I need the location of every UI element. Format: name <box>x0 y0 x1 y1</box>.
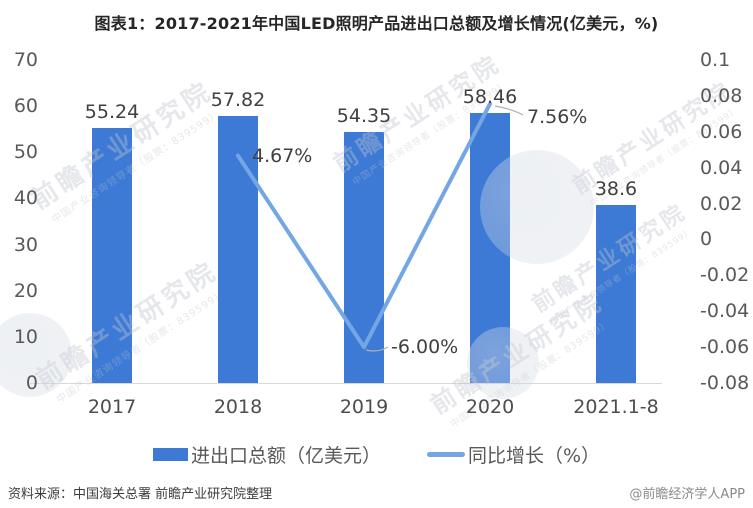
line-value-label: 7.56% <box>527 106 588 128</box>
y-axis-left-tick: 20 <box>13 279 38 302</box>
bar-value-label: 54.35 <box>336 105 392 128</box>
legend-label-bars: 进出口总额（亿美元） <box>190 445 381 467</box>
credit-text: @前瞻经济学人APP <box>629 487 745 502</box>
line-value-label: 4.67% <box>252 145 313 167</box>
y-axis-right-tick: 0 <box>700 228 713 251</box>
bar-value-label: 57.82 <box>210 89 266 112</box>
legend-item-bars: 进出口总额（亿美元） <box>152 441 381 468</box>
legend: 进出口总额（亿美元） 同比增长（%） <box>0 441 753 468</box>
chart-title: 图表1：2017-2021年中国LED照明产品进出口总额及增长情况(亿美元，%) <box>94 14 659 33</box>
bar <box>470 113 510 383</box>
x-axis-label: 2021.1-8 <box>573 396 659 418</box>
bar <box>596 204 636 383</box>
y-axis-right-tick: -0.04 <box>700 300 750 323</box>
y-axis-right-tick: -0.02 <box>700 264 750 287</box>
x-axis-label: 2018 <box>213 396 263 418</box>
y-axis-right-tick: 0.1 <box>700 49 731 71</box>
y-axis-right-tick: 0.02 <box>700 192 743 215</box>
x-axis-label: 2017 <box>87 396 137 418</box>
y-axis-left-tick: 50 <box>13 141 38 164</box>
x-axis-label: 2020 <box>465 396 515 418</box>
y-axis-right-tick: 0.06 <box>700 120 743 143</box>
bar <box>92 128 132 383</box>
watermark-sub-text: 中国产业咨询领导者（股票：839599） <box>55 288 228 406</box>
bar-series-swatch <box>152 448 188 461</box>
x-axis-label: 2019 <box>339 396 389 418</box>
bar <box>344 132 384 383</box>
y-axis-left-tick: 70 <box>13 49 38 71</box>
line-value-label: -6.00% <box>391 336 459 358</box>
y-axis-left-tick: 40 <box>13 187 38 210</box>
source-text: 资料来源：中国海关总署 前瞻产业研究院整理 <box>8 487 273 502</box>
legend-item-line: 同比增长（%） <box>426 441 601 468</box>
bar-value-label: 58.46 <box>462 86 518 109</box>
y-axis-right-tick: -0.08 <box>700 372 750 394</box>
y-axis-left-tick: 60 <box>13 95 38 118</box>
bar-value-label: 55.24 <box>84 101 140 124</box>
legend-label-line: 同比增长（%） <box>467 445 601 467</box>
y-axis-right-tick: 0.04 <box>700 156 743 179</box>
y-axis-left-tick: 0 <box>25 372 38 394</box>
y-axis-left-tick: 10 <box>13 325 38 348</box>
line-series-swatch <box>426 452 465 457</box>
y-axis-right-tick: 0.08 <box>700 84 743 107</box>
y-axis-left-tick: 30 <box>13 233 38 256</box>
bar-value-label: 38.6 <box>594 177 638 200</box>
y-axis-right-tick: -0.06 <box>700 336 750 359</box>
x-axis-line <box>30 383 662 384</box>
